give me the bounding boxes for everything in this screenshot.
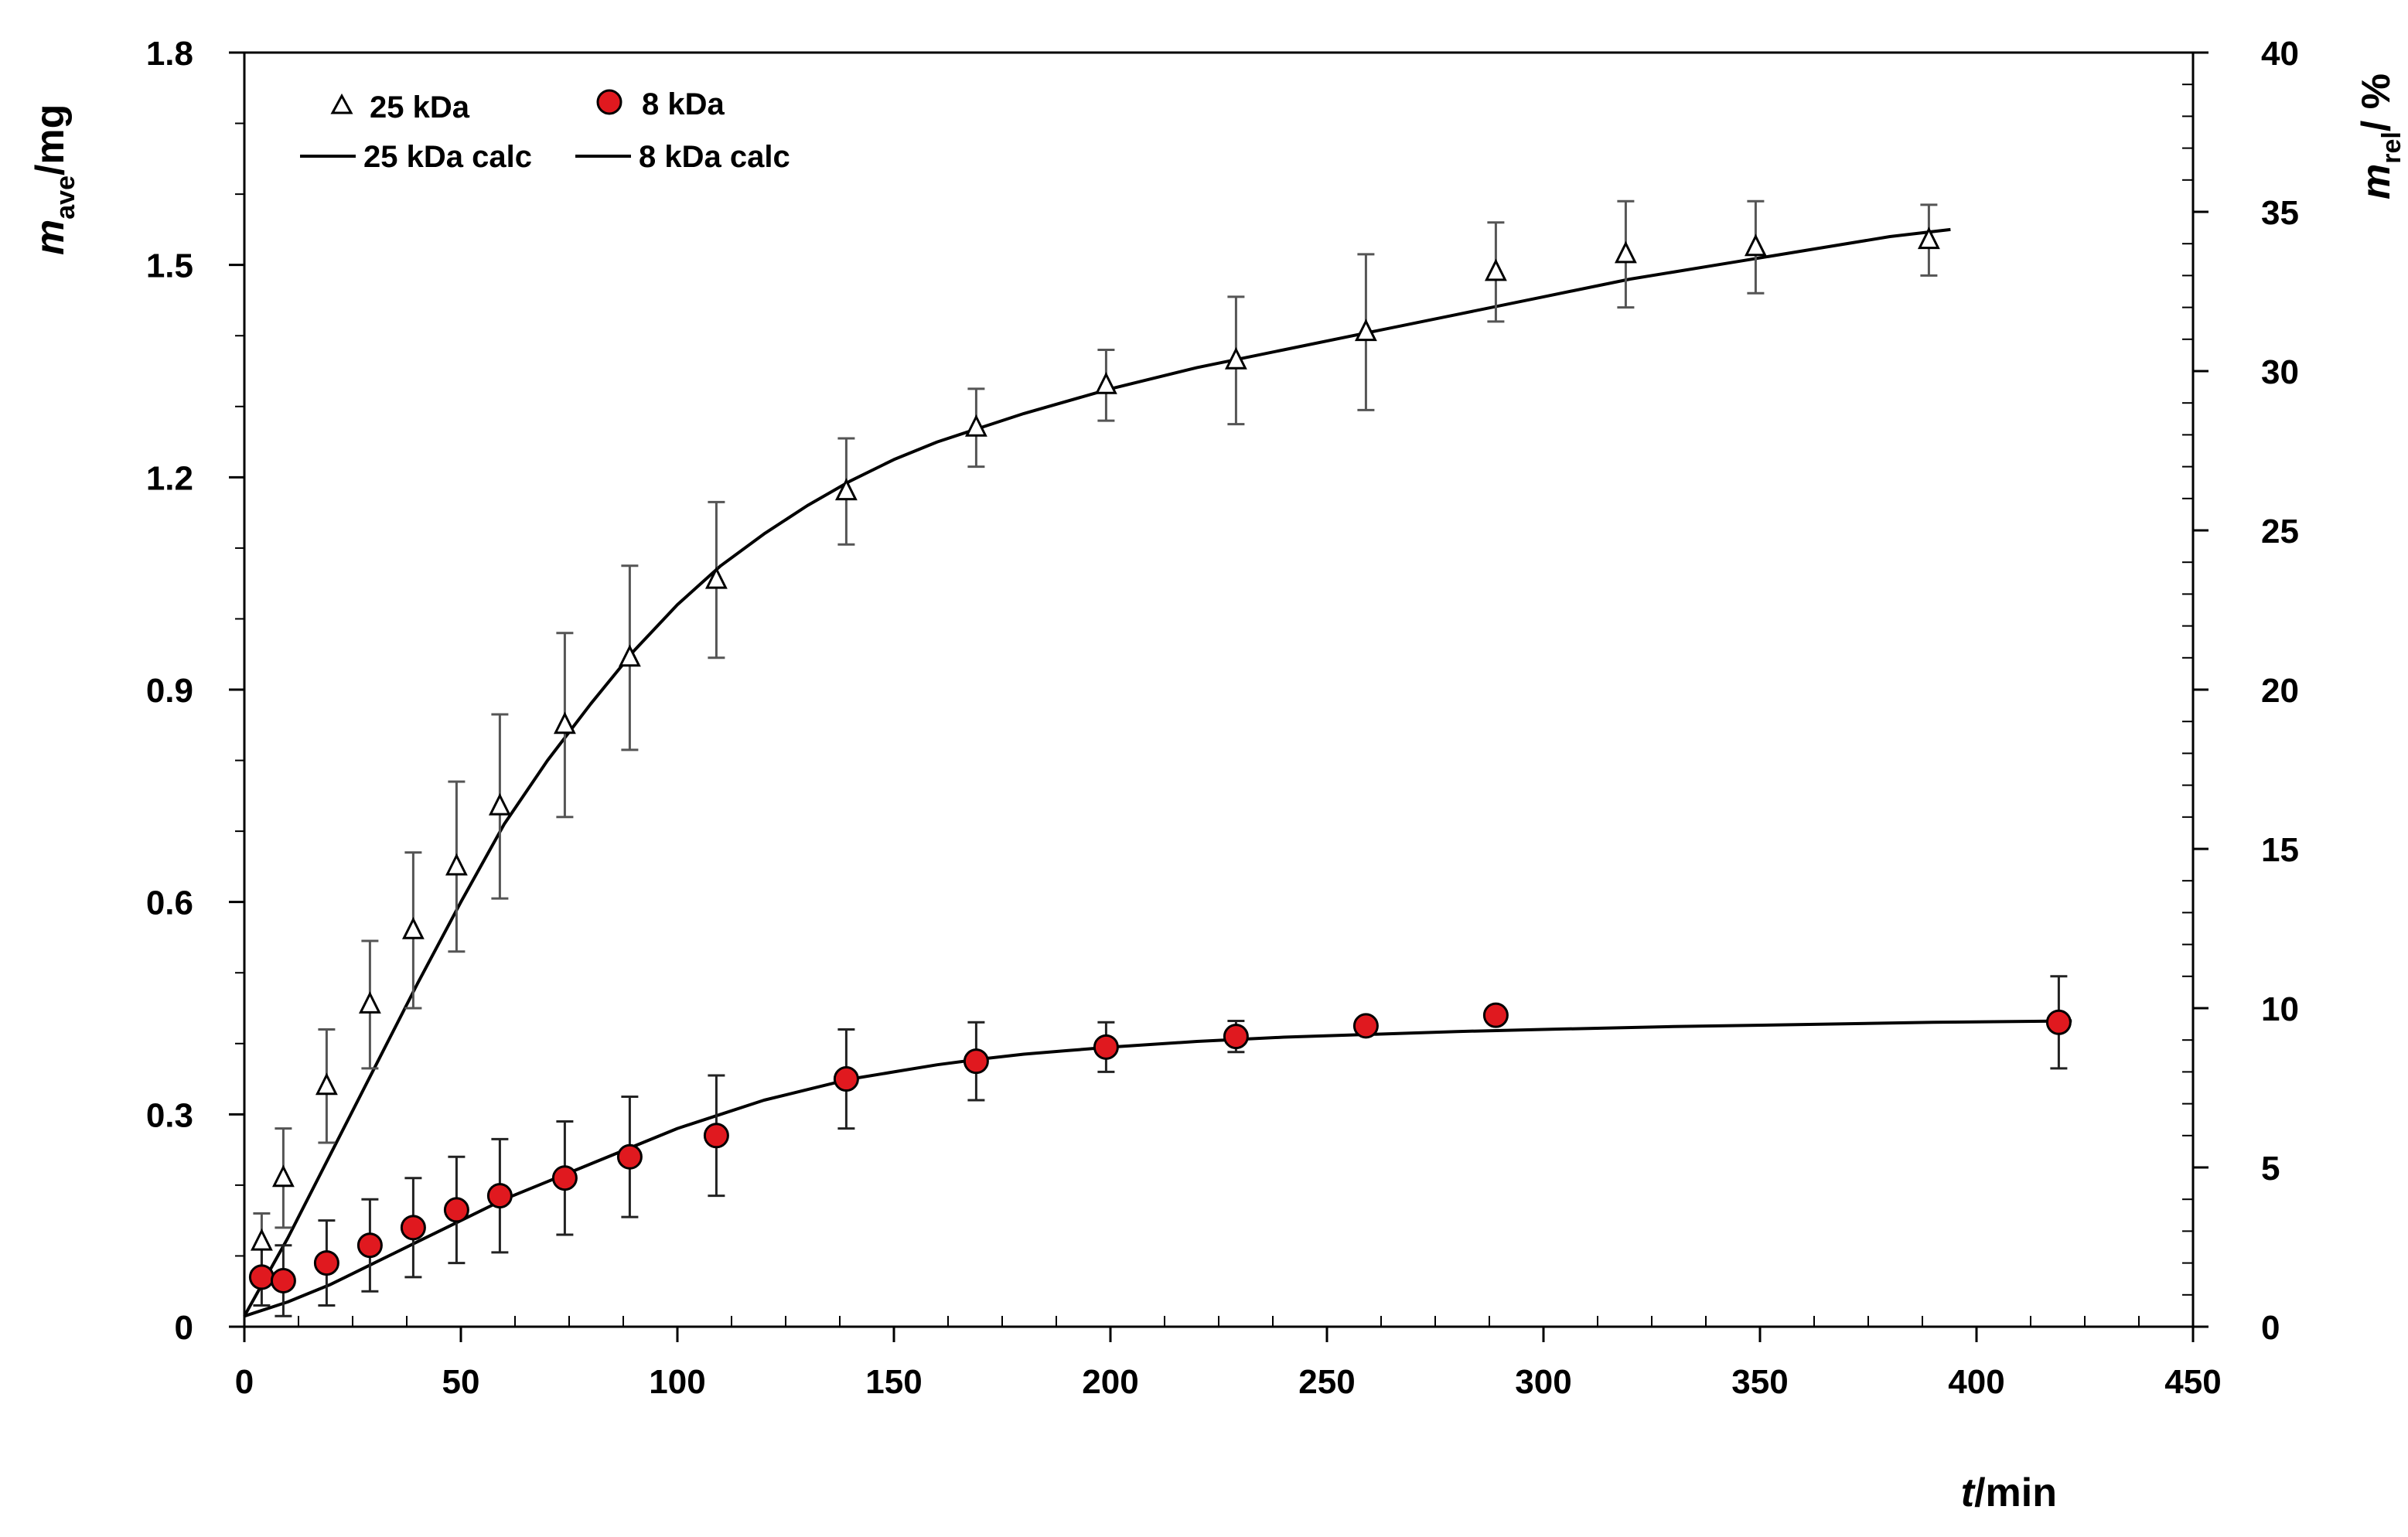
y-axis-title-sub: ave	[51, 176, 80, 220]
point-25-kda	[445, 853, 468, 876]
point-25-kda	[1614, 240, 1637, 264]
x-tick-label: 100	[649, 1363, 705, 1401]
y-axis-title-unit: /mg	[28, 104, 73, 176]
point-8-kda	[703, 1123, 729, 1149]
y2-tick-label: 25	[2261, 513, 2299, 550]
y-tick-label: 0	[175, 1309, 193, 1347]
y2-tick-label: 15	[2261, 831, 2299, 869]
y-axis-title-var: m	[28, 220, 73, 255]
point-8-kda	[1093, 1034, 1119, 1060]
point-8-kda	[1482, 1002, 1509, 1028]
legend-label-25kda-calc: 25 kDa calc	[363, 140, 532, 174]
legend-label-8kda-calc: 8 kDa calc	[639, 140, 790, 174]
y2-tick-label: 35	[2261, 194, 2299, 232]
y2-axis-title: mrel/ %	[2354, 73, 2406, 199]
x-tick-label: 0	[235, 1363, 254, 1401]
y-axis-title: mave/mg	[28, 104, 80, 255]
point-25-kda	[964, 414, 987, 437]
point-25-kda	[1224, 346, 1247, 370]
x-tick-label: 50	[442, 1363, 480, 1401]
point-8-kda	[313, 1250, 339, 1276]
x-axis-title-var: t	[1961, 1471, 1977, 1515]
x-tick-label: 350	[1731, 1363, 1788, 1401]
axis-ticks: 0 50 100 150 200 250 300 350 400 45000.30.60.91.2…	[146, 35, 2299, 1401]
point-8-kda	[963, 1048, 989, 1075]
point-25-kda	[358, 991, 381, 1014]
point-25-kda	[618, 644, 641, 667]
x-axis-title: t/min	[1961, 1471, 2057, 1515]
x-tick-label: 200	[1082, 1363, 1138, 1401]
point-25-kda	[1744, 233, 1767, 257]
point-25-kda	[704, 566, 728, 589]
y2-tick-label: 10	[2261, 990, 2299, 1028]
legend-triangle-marker	[330, 93, 353, 114]
data-markers	[248, 227, 2072, 1293]
point-25-kda	[1484, 258, 1507, 281]
x-tick-label: 400	[1948, 1363, 2004, 1401]
point-8-kda	[1352, 1013, 1379, 1039]
y2-tick-label: 5	[2261, 1150, 2280, 1188]
x-axis-title-unit: /min	[1974, 1471, 2057, 1515]
y2-axis-title-unit: / %	[2354, 73, 2399, 131]
y2-tick-label: 0	[2261, 1309, 2280, 1347]
point-25-kda	[1354, 319, 1377, 342]
point-8-kda	[356, 1232, 383, 1259]
point-8-kda	[486, 1183, 513, 1209]
calc-line-25-kda-calc	[243, 227, 1951, 1317]
y2-tick-label: 30	[2261, 353, 2299, 391]
y2-axis-title-sub: rel	[2377, 131, 2406, 164]
point-25-kda	[271, 1164, 295, 1188]
point-8-kda	[551, 1165, 578, 1191]
calc-line-8-kda-calc	[244, 1019, 2072, 1318]
y2-axis-title-var: m	[2354, 164, 2399, 199]
point-8-kda	[833, 1066, 859, 1092]
point-25-kda	[401, 916, 425, 939]
point-8-kda	[2045, 1009, 2072, 1035]
point-25-kda	[488, 792, 511, 816]
y-tick-label: 1.2	[146, 459, 193, 497]
legend-label-8kda: 8 kDa	[642, 87, 725, 121]
point-8-kda	[400, 1215, 426, 1241]
legend-circle-marker	[596, 89, 622, 115]
point-25-kda	[250, 1228, 273, 1251]
y-tick-label: 0.6	[146, 884, 193, 922]
x-tick-label: 450	[2164, 1363, 2221, 1401]
point-8-kda	[616, 1143, 643, 1170]
point-25-kda	[1917, 227, 1940, 250]
point-25-kda	[315, 1072, 338, 1096]
point-8-kda	[443, 1197, 469, 1223]
point-8-kda	[270, 1267, 296, 1293]
x-tick-label: 250	[1298, 1363, 1355, 1401]
point-25-kda	[834, 478, 858, 501]
point-8-kda	[1223, 1024, 1249, 1050]
x-tick-label: 150	[865, 1363, 922, 1401]
calc-curves	[243, 227, 2072, 1318]
y2-tick-label: 20	[2261, 672, 2299, 710]
y-tick-label: 1.5	[146, 247, 193, 285]
y-tick-label: 0.9	[146, 672, 193, 710]
legend-label-25kda: 25 kDa	[370, 90, 470, 124]
x-tick-label: 300	[1515, 1363, 1571, 1401]
y-tick-label: 1.8	[146, 35, 193, 73]
point-8-kda	[248, 1264, 275, 1290]
y2-tick-label: 40	[2261, 35, 2299, 73]
point-25-kda	[553, 711, 576, 734]
legend: 25 kDa 8 kDa 25 kDa calc 8 kDa calc	[300, 87, 790, 174]
point-25-kda	[1094, 371, 1117, 394]
y-tick-label: 0.3	[146, 1096, 193, 1134]
